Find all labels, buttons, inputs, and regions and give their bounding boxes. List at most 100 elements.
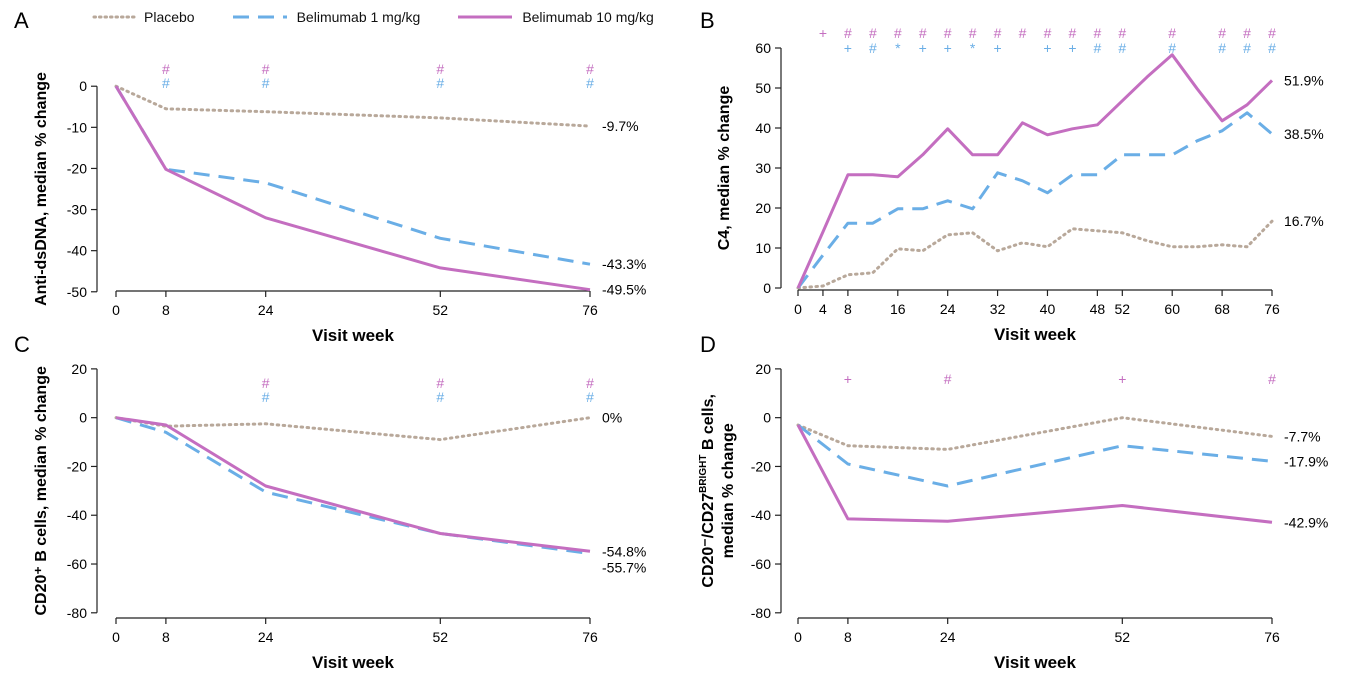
y-tick-label: 20: [755, 361, 771, 377]
y-axis-label: C4, median % change: [716, 86, 733, 251]
panel-D: D 20 0 -20 -40 -60 -80 0 8 24 52 76 Visit week CD20⁻/…: [698, 332, 1328, 672]
significance-marker-bel10: #: [1268, 371, 1276, 387]
series-line-placebo: [114, 416, 592, 442]
significance-marker-bel10: #: [894, 25, 902, 41]
series-line-bel10: [114, 85, 591, 292]
significance-marker-bel10: #: [586, 61, 594, 77]
y-tick-label: 20: [755, 200, 771, 216]
x-tick-label: 24: [940, 301, 956, 317]
panel-letter: A: [14, 8, 29, 33]
y-axis-label-tail: B cells,: [700, 394, 717, 454]
significance-marker-bel10: #: [1243, 25, 1251, 41]
legend-label-bel1: Belimumab 1 mg/kg: [296, 9, 421, 25]
significance-marker-bel10: #: [969, 25, 977, 41]
x-tick-label: 76: [1264, 629, 1280, 645]
significance-marker-bel1: #: [1218, 40, 1226, 56]
x-tick-label: 52: [1115, 629, 1131, 645]
y-tick-label: -40: [751, 507, 771, 523]
y-axis-label: CD20⁻/CD27BRIGHT B cells,: [698, 394, 717, 588]
x-tick-label: 0: [794, 301, 802, 317]
significance-marker-bel1: #: [1168, 40, 1176, 56]
significance-marker-bel10: #: [1093, 25, 1101, 41]
y-tick-label: -10: [67, 119, 87, 135]
legend-item-placebo: Placebo: [92, 9, 195, 25]
series-line-placebo: [796, 219, 1274, 290]
significance-marker-bel10: #: [1069, 25, 1077, 41]
panel-letter: B: [700, 8, 715, 33]
significance-marker-bel10: #: [262, 61, 270, 77]
significance-marker-bel1: +: [919, 40, 927, 56]
placebo-line-swatch: [92, 15, 136, 19]
y-tick-label: -20: [751, 458, 771, 474]
end-label-placebo: -9.7%: [602, 118, 639, 134]
end-label-bel10: 51.9%: [1284, 72, 1324, 88]
x-tick-label: 48: [1090, 301, 1106, 317]
series-line-bel10: [796, 53, 1274, 289]
y-axis-label: Anti-dsDNA, median % change: [33, 72, 50, 306]
significance-marker-bel10: #: [436, 375, 444, 391]
y-tick-label: -80: [67, 605, 87, 621]
significance-marker-bel1: #: [586, 389, 594, 405]
series-line-bel10: [115, 416, 591, 553]
y-tick-label: -30: [67, 202, 87, 218]
significance-marker-bel10: +: [844, 371, 852, 387]
end-label-bel1: 38.5%: [1284, 126, 1324, 142]
x-tick-label: 76: [1264, 301, 1280, 317]
y-axis-label: CD20⁺ B cells, median % change: [33, 366, 50, 616]
significance-marker-bel1: #: [1118, 40, 1126, 56]
x-tick-label: 68: [1214, 301, 1230, 317]
x-tick-label: 8: [844, 629, 852, 645]
bel1-line-swatch: [232, 15, 287, 19]
significance-marker-bel1: #: [1243, 40, 1251, 56]
significance-marker-bel1: #: [869, 40, 877, 56]
y-tick-label: 10: [755, 240, 771, 256]
x-tick-label: 8: [844, 301, 852, 317]
series-line-bel1: [115, 416, 591, 555]
significance-marker-bel1: #: [262, 75, 270, 91]
panel-A: A 0 -10 -20 -30 -40 -50 0 8 24 52 76 Visit week Anti-…: [14, 8, 646, 345]
legend-label-placebo: Placebo: [144, 9, 195, 25]
significance-marker-bel10: #: [944, 371, 952, 387]
y-tick-label: 20: [71, 361, 87, 377]
panel-C: C 20 0 -20 -40 -60 -80 0 8 24 52 76 Visit week CD20⁺ …: [14, 332, 646, 672]
x-tick-label: 76: [582, 629, 598, 645]
end-label-bel1: -43.3%: [602, 256, 646, 272]
significance-marker-bel10: #: [1044, 25, 1052, 41]
significance-marker-bel1: *: [895, 40, 901, 56]
y-tick-label: -20: [67, 458, 87, 474]
x-tick-label: 52: [433, 302, 449, 318]
x-tick-label: 8: [162, 302, 170, 318]
y-tick-label: 0: [79, 78, 87, 94]
significance-marker-bel1: +: [1068, 40, 1076, 56]
legend-item-bel10: Belimumab 10 mg/kg: [456, 9, 654, 25]
significance-marker-bel1: #: [1268, 40, 1276, 56]
x-tick-label: 0: [794, 629, 802, 645]
y-axis-label-main: CD20⁻/CD27: [700, 493, 717, 588]
significance-marker-bel10: #: [844, 25, 852, 41]
y-tick-label: 0: [763, 280, 771, 296]
significance-marker-bel1: #: [1093, 40, 1101, 56]
series-line-placebo: [114, 84, 592, 128]
x-tick-label: 24: [258, 302, 274, 318]
significance-marker-bel10: #: [994, 25, 1002, 41]
y-tick-label: -20: [67, 160, 87, 176]
x-tick-label: 76: [582, 302, 598, 318]
end-label-bel10: -49.5%: [602, 282, 646, 298]
x-axis-label: Visit week: [312, 653, 394, 672]
x-tick-label: 60: [1164, 301, 1180, 317]
series-line-bel1: [114, 85, 591, 266]
significance-marker-bel10: #: [1118, 25, 1126, 41]
y-tick-label: 30: [755, 160, 771, 176]
significance-marker-bel10: #: [919, 25, 927, 41]
series-line-bel10: [796, 424, 1273, 524]
legend-item-bel1: Belimumab 1 mg/kg: [231, 9, 421, 25]
bel10-line-swatch: [458, 15, 513, 19]
significance-marker-bel1: *: [970, 40, 976, 56]
significance-marker-bel1: #: [162, 75, 170, 91]
significance-marker-bel1: +: [1043, 40, 1051, 56]
y-tick-label: -50: [67, 284, 87, 300]
legend: Placebo Belimumab 1 mg/kg Belimumab 10 m…: [92, 6, 690, 28]
x-tick-label: 8: [162, 629, 170, 645]
